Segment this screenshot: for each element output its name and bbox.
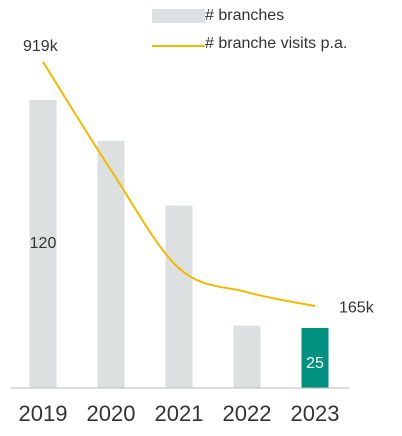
- bar: [233, 325, 261, 388]
- x-tick-label: 2021: [155, 401, 204, 426]
- legend-swatch: [152, 9, 205, 23]
- bar: [301, 328, 329, 388]
- bar: [97, 140, 125, 388]
- bar: [165, 205, 193, 388]
- data-label: 25: [306, 355, 324, 372]
- x-tick-label: 2019: [19, 401, 68, 426]
- x-tick-label: 2023: [291, 401, 340, 426]
- x-tick-label: 2022: [223, 401, 272, 426]
- legend-label: # branche visits p.a.: [205, 35, 347, 52]
- data-label: 165k: [339, 299, 375, 316]
- data-label: 120: [30, 235, 57, 252]
- data-label: 919k: [23, 38, 59, 55]
- line: [42, 61, 316, 308]
- legend-label: # branches: [205, 7, 284, 24]
- bar: [29, 100, 57, 388]
- x-tick-label: 2020: [87, 401, 136, 426]
